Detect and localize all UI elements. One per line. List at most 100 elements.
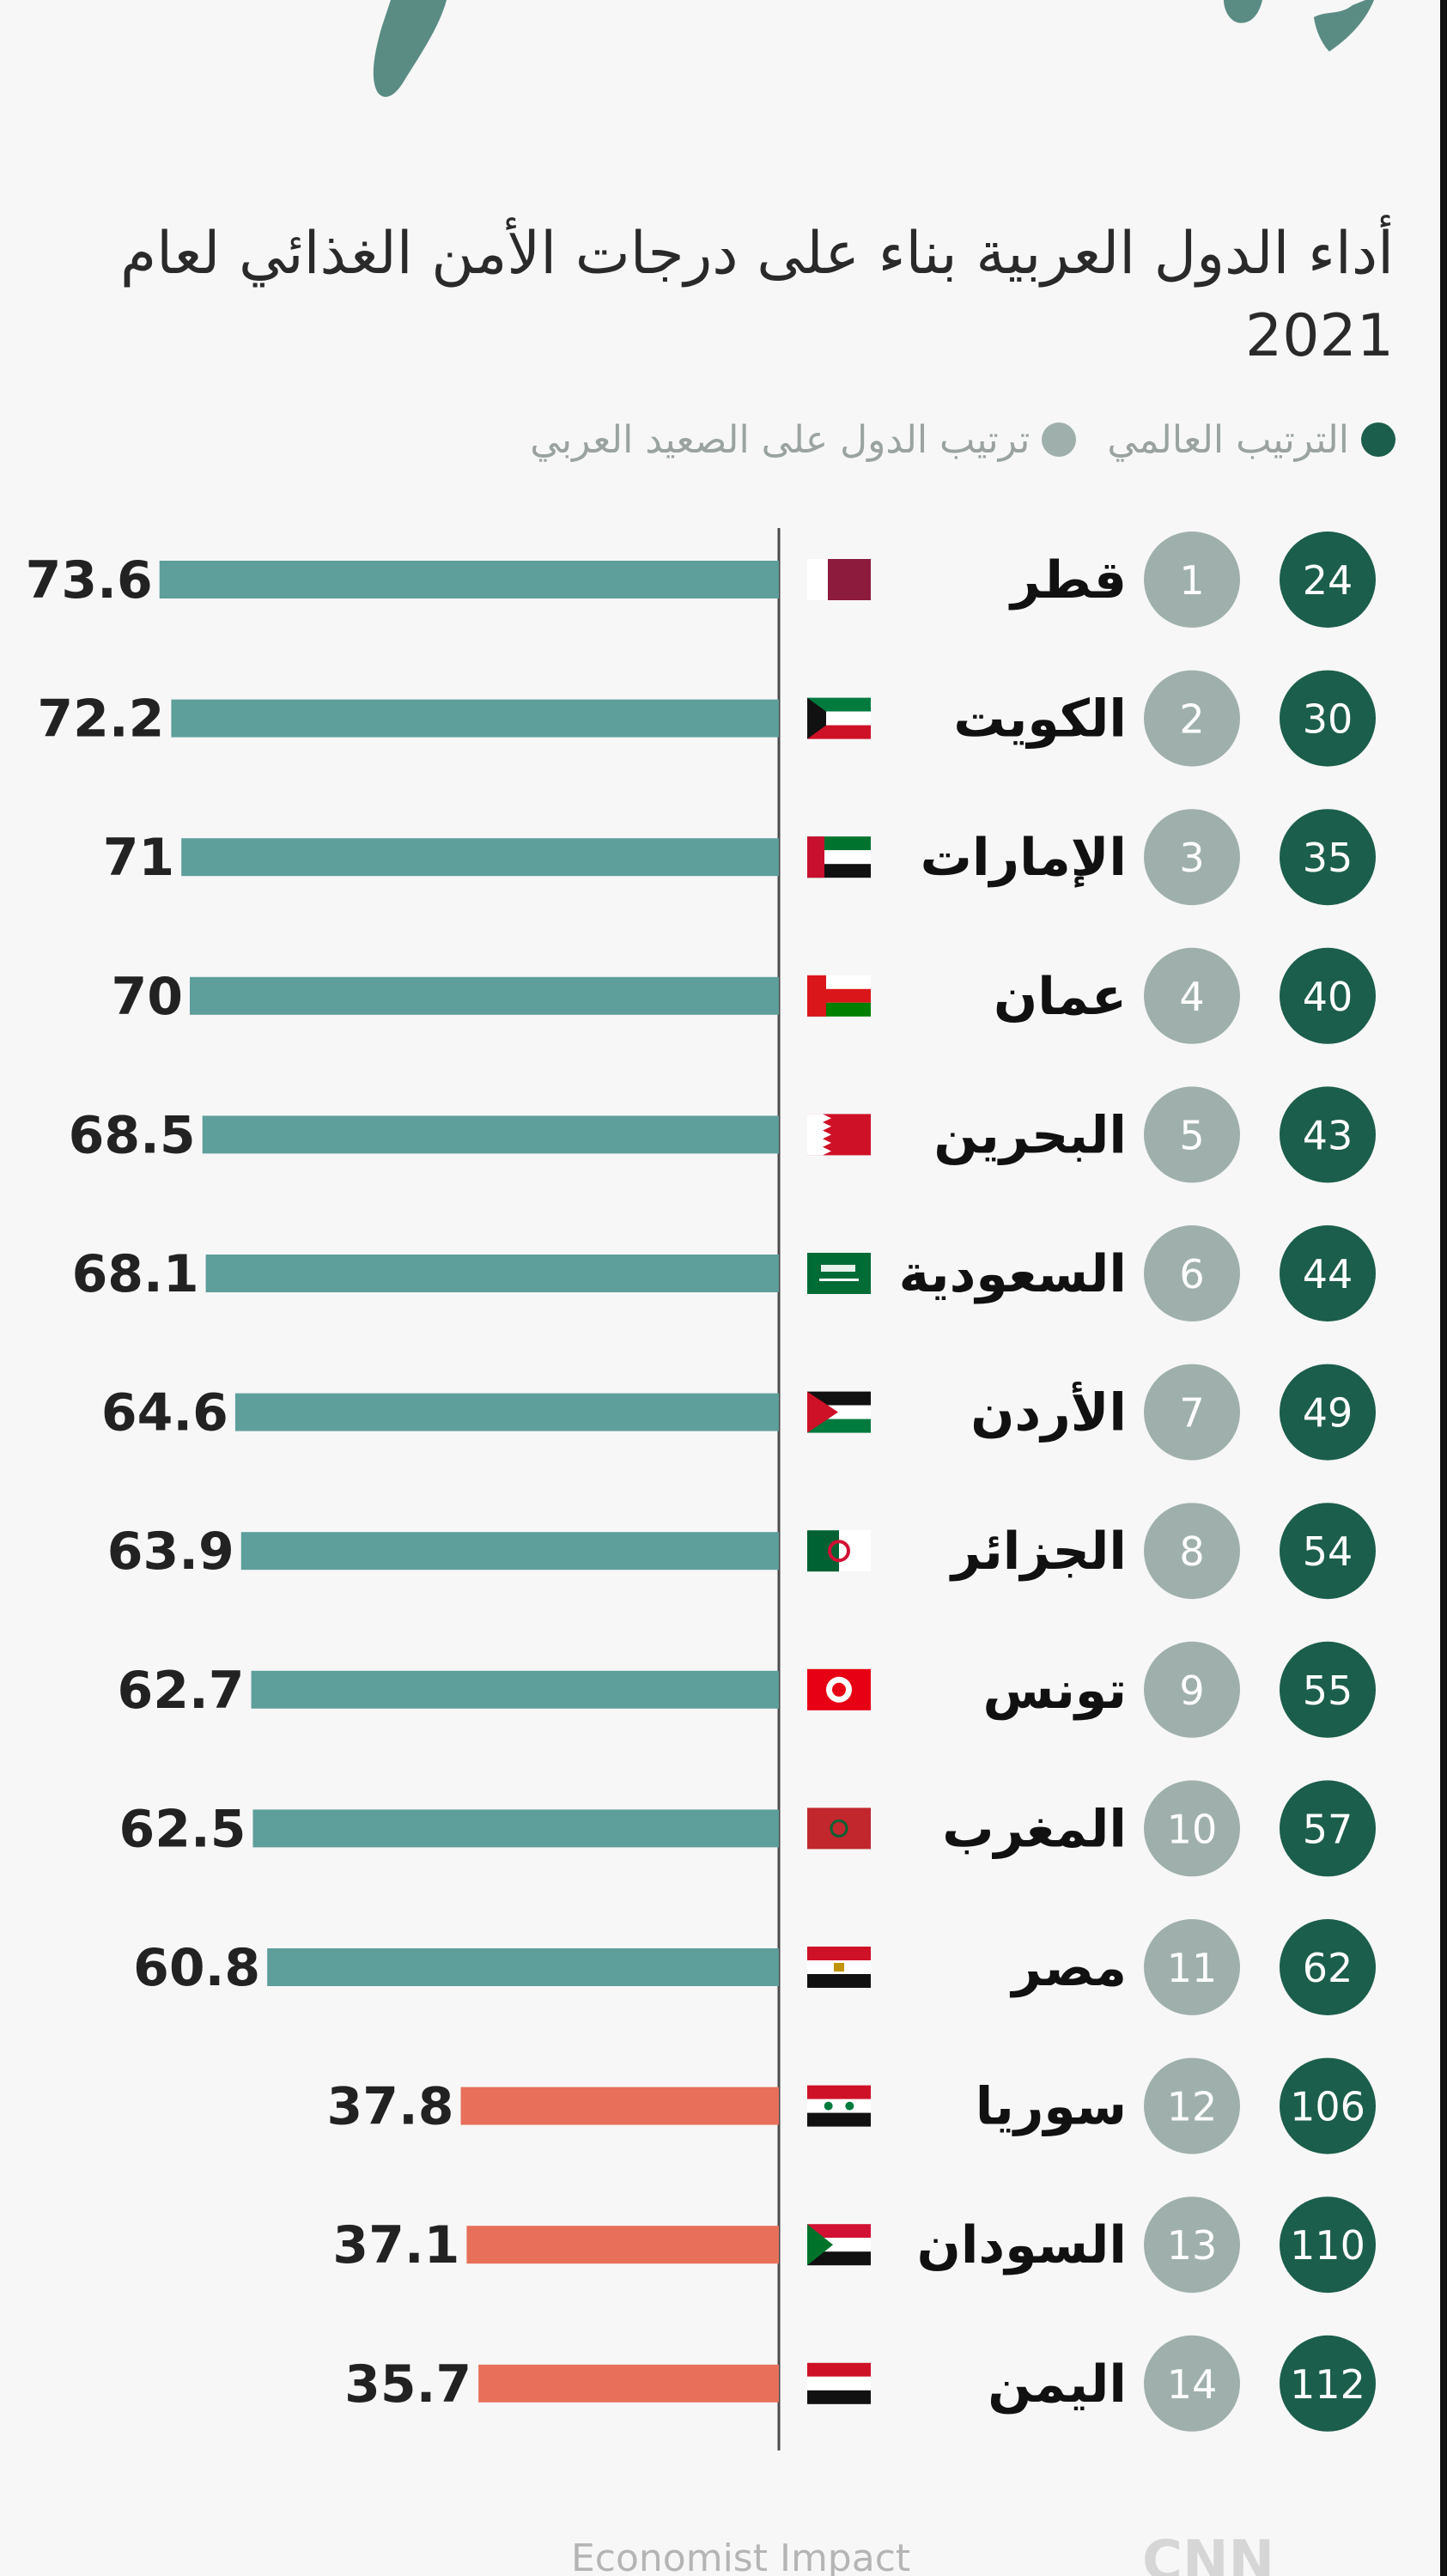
source-label: Economist Impact [571, 2537, 911, 2576]
arab-rank-label: 13 [1167, 2222, 1218, 2269]
arab-rank-circle [1144, 1364, 1240, 1461]
global-rank-label: 54 [1303, 1528, 1353, 1575]
global-rank-circle [1280, 670, 1376, 767]
bar [234, 1393, 779, 1431]
legend: الترتيب العالمي ترتيب الدول على الصعيد ا… [530, 414, 1395, 465]
flag-bahrain [807, 1114, 871, 1156]
bar [181, 838, 779, 877]
bar [466, 2226, 779, 2264]
flag-qatar [807, 559, 871, 600]
flag-part [807, 1530, 839, 1572]
bar [478, 2364, 779, 2403]
arab-rank-label: 11 [1167, 1945, 1218, 1991]
flag-uae [807, 836, 871, 878]
map-landmass-left [373, 0, 447, 97]
country-name: عمان [994, 967, 1127, 1027]
cnn-logo: CNN [1142, 2530, 1275, 2576]
global-rank-label: 35 [1303, 835, 1353, 881]
flag-part [821, 1265, 855, 1272]
flag-part [845, 2101, 854, 2111]
flag-egypt [807, 1947, 871, 1988]
arab-rank-label: 10 [1167, 1806, 1218, 1852]
global-rank-circle [1280, 1503, 1376, 1600]
flag-part [834, 1963, 844, 1971]
country-name: قطر [1008, 550, 1127, 611]
flag-yemen [807, 2362, 871, 2404]
bar-value-label: 68.5 [69, 1105, 196, 1165]
arab-rank-circle [1144, 1919, 1240, 2015]
legend-global-label: الترتيب العالمي [1107, 417, 1349, 462]
arab-rank-label: 1 [1179, 557, 1204, 604]
arab-rank-circle [1144, 2335, 1240, 2432]
flag-sudan [807, 2224, 871, 2266]
arab-rank-label: 8 [1179, 1528, 1204, 1575]
flag-part [807, 559, 828, 600]
bar [240, 1532, 779, 1571]
legend-global-dot [1361, 422, 1395, 457]
arab-rank-circle [1144, 947, 1240, 1044]
flag-oman [807, 975, 871, 1017]
flag-part [807, 725, 871, 739]
legend-arab-label: ترتيب الدول على الصعيد العربي [530, 417, 1031, 462]
global-rank-label: 24 [1303, 557, 1353, 604]
flag-algeria [807, 1530, 871, 1572]
global-rank-circle [1280, 2196, 1376, 2293]
bar-value-label: 70 [112, 967, 184, 1027]
country-name: الكويت [953, 690, 1127, 750]
arab-rank-label: 2 [1179, 696, 1204, 743]
global-rank-label: 44 [1303, 1251, 1353, 1297]
country-name: الجزائر [949, 1522, 1127, 1582]
flag-part [807, 697, 826, 739]
arab-rank-label: 9 [1179, 1668, 1204, 1714]
global-rank-label: 43 [1303, 1112, 1353, 1158]
arab-rank-circle [1144, 1225, 1240, 1321]
flag-part [807, 2224, 871, 2239]
flag-part [807, 975, 826, 1017]
flag-part [807, 1974, 871, 1988]
global-rank-circle [1280, 1225, 1376, 1321]
bar-value-label: 62.5 [119, 1799, 246, 1859]
arab-rank-circle [1144, 670, 1240, 767]
global-rank-label: 112 [1290, 2361, 1365, 2408]
flag-part [824, 2101, 833, 2111]
flag-part [807, 2224, 833, 2266]
footer: Economist Impact CNN [0, 2524, 1447, 2576]
bar-value-label: 63.9 [107, 1522, 234, 1582]
bar-value-label: 37.1 [332, 2215, 459, 2275]
flag-part [807, 697, 871, 712]
flag-part [807, 1391, 838, 1433]
bar [267, 1948, 779, 1986]
flag-part [807, 1114, 831, 1156]
bar [190, 976, 779, 1015]
country-name: مصر [1009, 1938, 1127, 1998]
map-landmass-right [1224, 0, 1262, 23]
global-rank-circle [1280, 2057, 1376, 2154]
global-rank-label: 106 [1290, 2084, 1365, 2130]
global-rank-circle [1280, 1919, 1376, 2015]
legend-arab-dot [1042, 422, 1077, 457]
map-landmass-far-right [1314, 0, 1374, 52]
map-decoration [373, 0, 1374, 97]
global-rank-label: 110 [1290, 2222, 1365, 2269]
global-rank-circle [1280, 1364, 1376, 1461]
arab-rank-label: 14 [1167, 2361, 1218, 2408]
global-rank-circle [1280, 1780, 1376, 1877]
flag-part [807, 836, 824, 878]
country-name: السعودية [899, 1244, 1127, 1304]
flag-part [807, 1807, 871, 1850]
arab-rank-label: 6 [1179, 1251, 1204, 1297]
bar-value-label: 35.7 [344, 2354, 471, 2415]
bar [171, 699, 779, 738]
global-rank-label: 30 [1303, 696, 1353, 743]
arab-rank-label: 12 [1167, 2084, 1218, 2130]
arab-rank-label: 5 [1179, 1112, 1204, 1158]
global-rank-label: 55 [1303, 1668, 1353, 1714]
arab-rank-circle [1144, 2196, 1240, 2293]
global-rank-circle [1280, 1086, 1376, 1183]
global-rank-label: 62 [1303, 1945, 1353, 1991]
flag-part [807, 1391, 871, 1406]
flag-part [807, 2362, 871, 2377]
arab-rank-circle [1144, 1780, 1240, 1877]
flag-part [807, 1253, 871, 1294]
